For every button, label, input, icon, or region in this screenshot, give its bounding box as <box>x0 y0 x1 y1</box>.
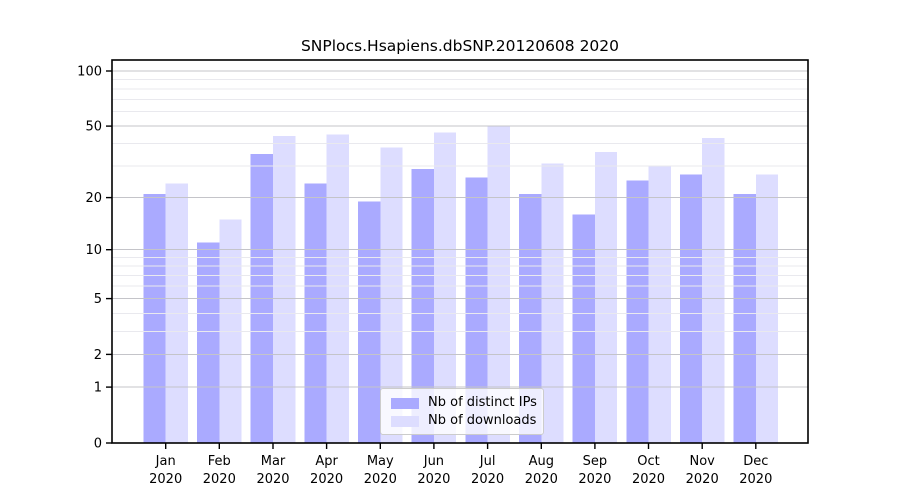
y-tick-label: 5 <box>94 292 102 307</box>
bar-apr-downloads <box>326 134 349 443</box>
bars <box>143 126 779 444</box>
x-tick-label-month: Dec <box>743 454 768 469</box>
bar-feb-ips <box>197 242 220 443</box>
plot-frame <box>111 59 809 444</box>
legend-label-downloads: Nb of downloads <box>428 413 537 428</box>
bar-jun-downloads <box>433 132 457 443</box>
x-tick-label-month: Sep <box>583 454 608 469</box>
x-tick-label-year: 2020 <box>471 472 504 487</box>
gridlines <box>112 70 808 388</box>
x-tick-label-month: May <box>367 454 394 469</box>
x-tick-label-month: Jul <box>479 454 496 469</box>
x-tick-label-year: 2020 <box>364 472 397 487</box>
x-tick-label-month: Aug <box>529 454 554 469</box>
x-tick-label-month: Jan <box>155 454 176 469</box>
bar-may-ips <box>358 201 381 443</box>
legend-label-distinct-ips: Nb of distinct IPs <box>428 395 537 410</box>
x-tick-label-year: 2020 <box>310 472 343 487</box>
bar-nov-downloads <box>702 138 725 443</box>
bar-dec-downloads <box>755 174 779 443</box>
bar-dec-ips <box>733 193 756 443</box>
x-tick-label-year: 2020 <box>686 472 719 487</box>
bar-oct-ips <box>626 180 649 443</box>
x-tick-label-year: 2020 <box>578 472 611 487</box>
bar-sep-downloads <box>594 151 618 443</box>
bar-jul-ips <box>465 177 488 444</box>
bar-aug-downloads <box>541 163 564 443</box>
x-tick-label-year: 2020 <box>203 472 236 487</box>
legend-swatch-distinct-ips <box>391 397 419 409</box>
x-tick-label-month: Feb <box>208 454 231 469</box>
y-tick-label: 20 <box>85 191 102 206</box>
bar-may-downloads <box>380 147 403 443</box>
bar-oct-downloads <box>648 166 671 443</box>
bar-nov-ips <box>679 174 703 443</box>
x-tick-label-year: 2020 <box>632 472 665 487</box>
x-tick-label-year: 2020 <box>256 472 289 487</box>
bar-mar-downloads <box>273 136 296 443</box>
bar-aug-ips <box>519 193 542 443</box>
legend-item-downloads: Nb of downloads <box>391 412 537 430</box>
x-tick-label-year: 2020 <box>149 472 182 487</box>
bar-sep-ips <box>572 214 595 443</box>
y-tick-label: 10 <box>85 243 102 258</box>
legend-item-distinct-ips: Nb of distinct IPs <box>391 394 537 412</box>
x-axis: Jan 2020 Feb 2020 Mar 2020 Apr 2020 May 2020 Jun 20… <box>149 443 772 487</box>
y-tick-label: 100 <box>77 65 102 80</box>
x-tick-label-year: 2020 <box>417 472 450 487</box>
x-tick-label-month: Oct <box>637 454 659 469</box>
y-tick-label: 1 <box>94 381 102 396</box>
x-tick-label-month: Nov <box>690 454 716 469</box>
legend-swatch-downloads <box>391 415 419 427</box>
x-tick-label-month: Jun <box>423 454 444 469</box>
bar-jan-ips <box>143 193 166 443</box>
x-tick-label-month: Mar <box>261 454 286 469</box>
y-tick-label: 2 <box>94 348 102 363</box>
legend: Nb of distinct IPs Nb of downloads <box>380 388 544 435</box>
x-tick-label-year: 2020 <box>525 472 558 487</box>
bar-jul-downloads <box>487 126 510 443</box>
y-tick-label: 0 <box>94 437 102 452</box>
bar-jun-ips <box>411 168 434 444</box>
y-tick-label: 50 <box>85 120 102 135</box>
chart-title: SNPlocs.Hsapiens.dbSNP.20120608 2020 <box>300 37 620 55</box>
x-tick-label-month: Apr <box>315 454 338 469</box>
x-tick-label-year: 2020 <box>739 472 772 487</box>
